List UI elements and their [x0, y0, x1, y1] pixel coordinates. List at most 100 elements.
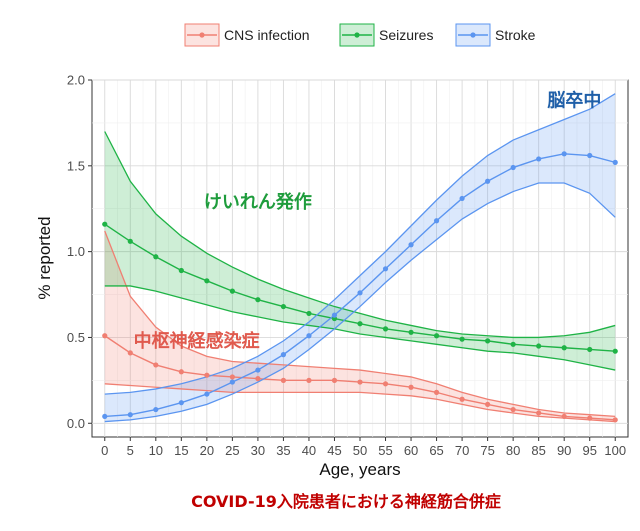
cns-infection-ribbon — [104, 231, 616, 422]
legend-label-stroke: Stroke — [495, 27, 536, 43]
stroke-point — [127, 412, 133, 418]
cns-infection-point — [331, 377, 338, 383]
x-tick-label: 65 — [429, 443, 443, 458]
seizures-point — [536, 343, 542, 349]
stroke-point — [204, 391, 210, 397]
seizures-point — [229, 288, 235, 294]
seizures-point — [612, 348, 618, 354]
stroke-point — [433, 218, 440, 224]
y-tick-label: 1.5 — [67, 158, 85, 173]
stroke-point — [229, 379, 235, 385]
cns-infection-point — [485, 401, 491, 407]
seizures-point — [433, 333, 440, 339]
stroke-point — [178, 400, 184, 406]
x-tick-label: 55 — [378, 443, 392, 458]
x-tick-label: 75 — [480, 443, 494, 458]
cns-infection-point — [306, 377, 312, 383]
series-points — [102, 151, 618, 423]
x-tick-label: 25 — [225, 443, 239, 458]
seizures-point — [127, 238, 133, 244]
legend: CNS infection Seizures Stroke — [184, 23, 536, 47]
cns-infection-point — [510, 406, 516, 413]
legend-key-point — [354, 32, 360, 38]
stroke-point — [102, 413, 108, 420]
cns-infection-point — [433, 389, 440, 395]
x-tick-label: 50 — [353, 443, 367, 458]
seizures-point — [178, 267, 184, 274]
legend-key-point — [199, 32, 205, 38]
x-tick-label: 35 — [276, 443, 290, 458]
seizures-point — [255, 297, 261, 303]
cns-infection-point — [561, 413, 567, 420]
y-axis-ticks: 0.0 0.5 1.0 1.5 2.0 — [67, 73, 92, 431]
cns-infection-point — [229, 374, 235, 380]
seizures-lower-bound — [104, 285, 616, 371]
stroke-point — [255, 367, 261, 373]
cns-infection-upper-bound — [104, 230, 616, 418]
stroke-ribbon — [104, 93, 616, 422]
x-tick-label: 95 — [582, 443, 596, 458]
y-tick-label: 0.0 — [67, 416, 85, 431]
seizures-upper-bound — [104, 131, 616, 339]
stroke-point — [331, 312, 338, 318]
caption: COVID-19入院患者における神経筋合併症 — [191, 492, 501, 511]
cns-infection-point — [612, 417, 618, 423]
seizures-point — [510, 341, 516, 347]
annotation-label: けいれん発作 — [204, 191, 312, 213]
x-tick-label: 20 — [200, 443, 214, 458]
confidence-ribbons — [104, 93, 616, 422]
cns-infection-point — [587, 415, 593, 421]
x-tick-label: 15 — [174, 443, 188, 458]
seizures-ribbon — [104, 131, 616, 371]
cns-infection-lower-bound — [104, 383, 616, 423]
stroke-upper-bound — [104, 93, 616, 395]
cns-infection-point — [382, 381, 389, 387]
cns-infection-point — [459, 396, 465, 402]
x-tick-label: 5 — [127, 443, 134, 458]
stroke-lower-bound — [104, 182, 616, 423]
seizures-point — [357, 321, 363, 327]
seizures-point — [382, 326, 389, 332]
cns-infection-point — [178, 369, 184, 375]
seizures-point — [306, 310, 312, 317]
seizures-point — [459, 336, 465, 342]
stroke-point — [561, 151, 567, 157]
x-tick-label: 0 — [101, 443, 108, 458]
stroke-point — [510, 164, 516, 171]
stroke-point — [382, 266, 389, 272]
y-tick-label: 2.0 — [67, 73, 85, 88]
x-tick-label: 100 — [604, 443, 626, 458]
x-tick-label: 10 — [149, 443, 163, 458]
stroke-point — [612, 159, 618, 165]
stroke-point — [587, 152, 593, 159]
stroke-point — [459, 195, 465, 202]
seizures-point — [102, 221, 108, 227]
seizures-point — [204, 278, 210, 284]
seizures-point — [485, 338, 491, 344]
cns-infection-point — [127, 350, 133, 356]
x-tick-label: 30 — [251, 443, 265, 458]
cns-infection-point — [357, 379, 363, 385]
seizures-point — [561, 345, 567, 351]
cns-infection-point — [536, 410, 542, 416]
x-tick-label: 60 — [404, 443, 418, 458]
legend-key-point — [470, 32, 476, 38]
stroke-point — [408, 242, 414, 248]
stroke-point — [357, 290, 363, 296]
annotation-label: 中枢神経感染症 — [134, 330, 260, 352]
seizures-point — [408, 329, 414, 335]
cns-infection-point — [204, 372, 210, 378]
x-axis-ticks: 0 5 10 15 20 25 30 35 40 45 50 55 60 65 70 75 80 85 90 95 10… — [101, 437, 626, 458]
legend-label-cns-infection: CNS infection — [224, 27, 310, 43]
y-tick-label: 0.5 — [67, 330, 85, 345]
cns-infection-point — [255, 376, 261, 382]
stroke-point — [280, 352, 287, 358]
y-tick-label: 1.0 — [67, 244, 85, 259]
stroke-point — [306, 333, 312, 339]
stroke-point — [536, 156, 542, 162]
x-tick-label: 70 — [455, 443, 469, 458]
seizures-point — [587, 346, 593, 353]
x-tick-label: 90 — [557, 443, 571, 458]
